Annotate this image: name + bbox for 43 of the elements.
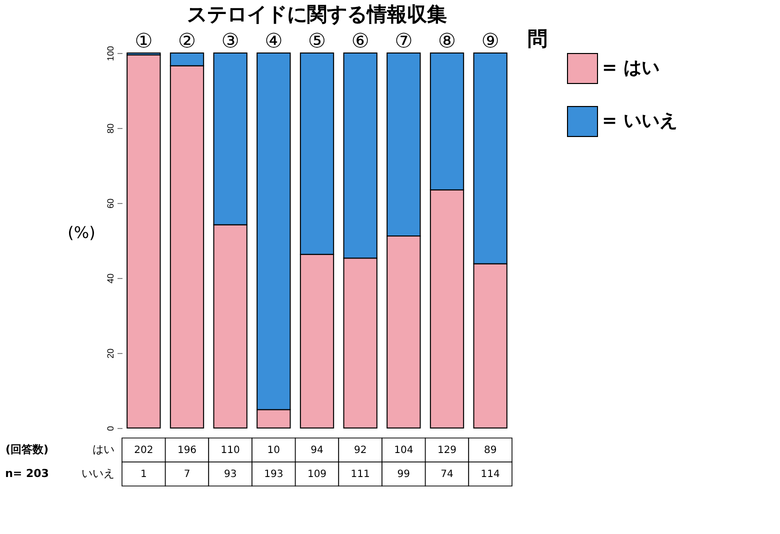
data-label: 1	[140, 469, 147, 480]
data-label: 7	[184, 469, 190, 480]
x-tick-label: ①	[134, 28, 153, 52]
x-tick-label: ⑦	[394, 28, 413, 52]
y-tick-label: 20	[106, 348, 116, 359]
data-label: 114	[480, 469, 500, 480]
chart-title: ステロイドに関する情報収集	[187, 2, 447, 26]
data-label: 92	[354, 445, 367, 456]
text: n= 203	[5, 467, 49, 480]
x-tick-label: ⑤	[308, 28, 326, 52]
x-tick-label: ③	[221, 28, 240, 52]
legend-label: = いいえ	[602, 110, 678, 132]
y-tick-label: 40	[106, 273, 116, 284]
x-tick-label: ⑥	[351, 28, 370, 52]
bar	[126, 54, 161, 428]
data-label: 10	[267, 445, 280, 456]
data-label: 111	[350, 469, 370, 480]
x-tick-label: ④	[264, 28, 283, 52]
y-tick-label: 60	[106, 198, 116, 209]
x-tick-label: ⑧	[438, 28, 456, 52]
data-label: 202	[134, 445, 154, 456]
x-tick-label: ②	[178, 28, 196, 52]
data-label: 99	[397, 469, 410, 480]
x-axis-title: 問	[528, 26, 548, 50]
y-axis-title: (%)	[68, 223, 96, 242]
y-tick-label: 100	[106, 46, 116, 62]
y-tick-label: いいえ	[82, 467, 114, 480]
y-tick-label: 0	[106, 426, 116, 432]
text: (回答数)	[5, 443, 49, 456]
y-tick-label: はい	[92, 443, 114, 456]
data-label: 89	[484, 445, 497, 456]
data-label: 110	[220, 445, 240, 456]
y-tick-label: 80	[106, 123, 116, 134]
data-label: 196	[177, 445, 197, 456]
data-label: 109	[307, 469, 327, 480]
legend-label: = はい	[602, 58, 660, 78]
data-label: 193	[264, 469, 284, 480]
data-label: 93	[224, 469, 237, 480]
x-tick-label: ⑨	[481, 28, 500, 52]
data-label: 94	[310, 445, 324, 456]
data-label: 129	[437, 445, 457, 456]
data-label: 74	[440, 469, 454, 480]
data-label: 104	[394, 445, 414, 456]
